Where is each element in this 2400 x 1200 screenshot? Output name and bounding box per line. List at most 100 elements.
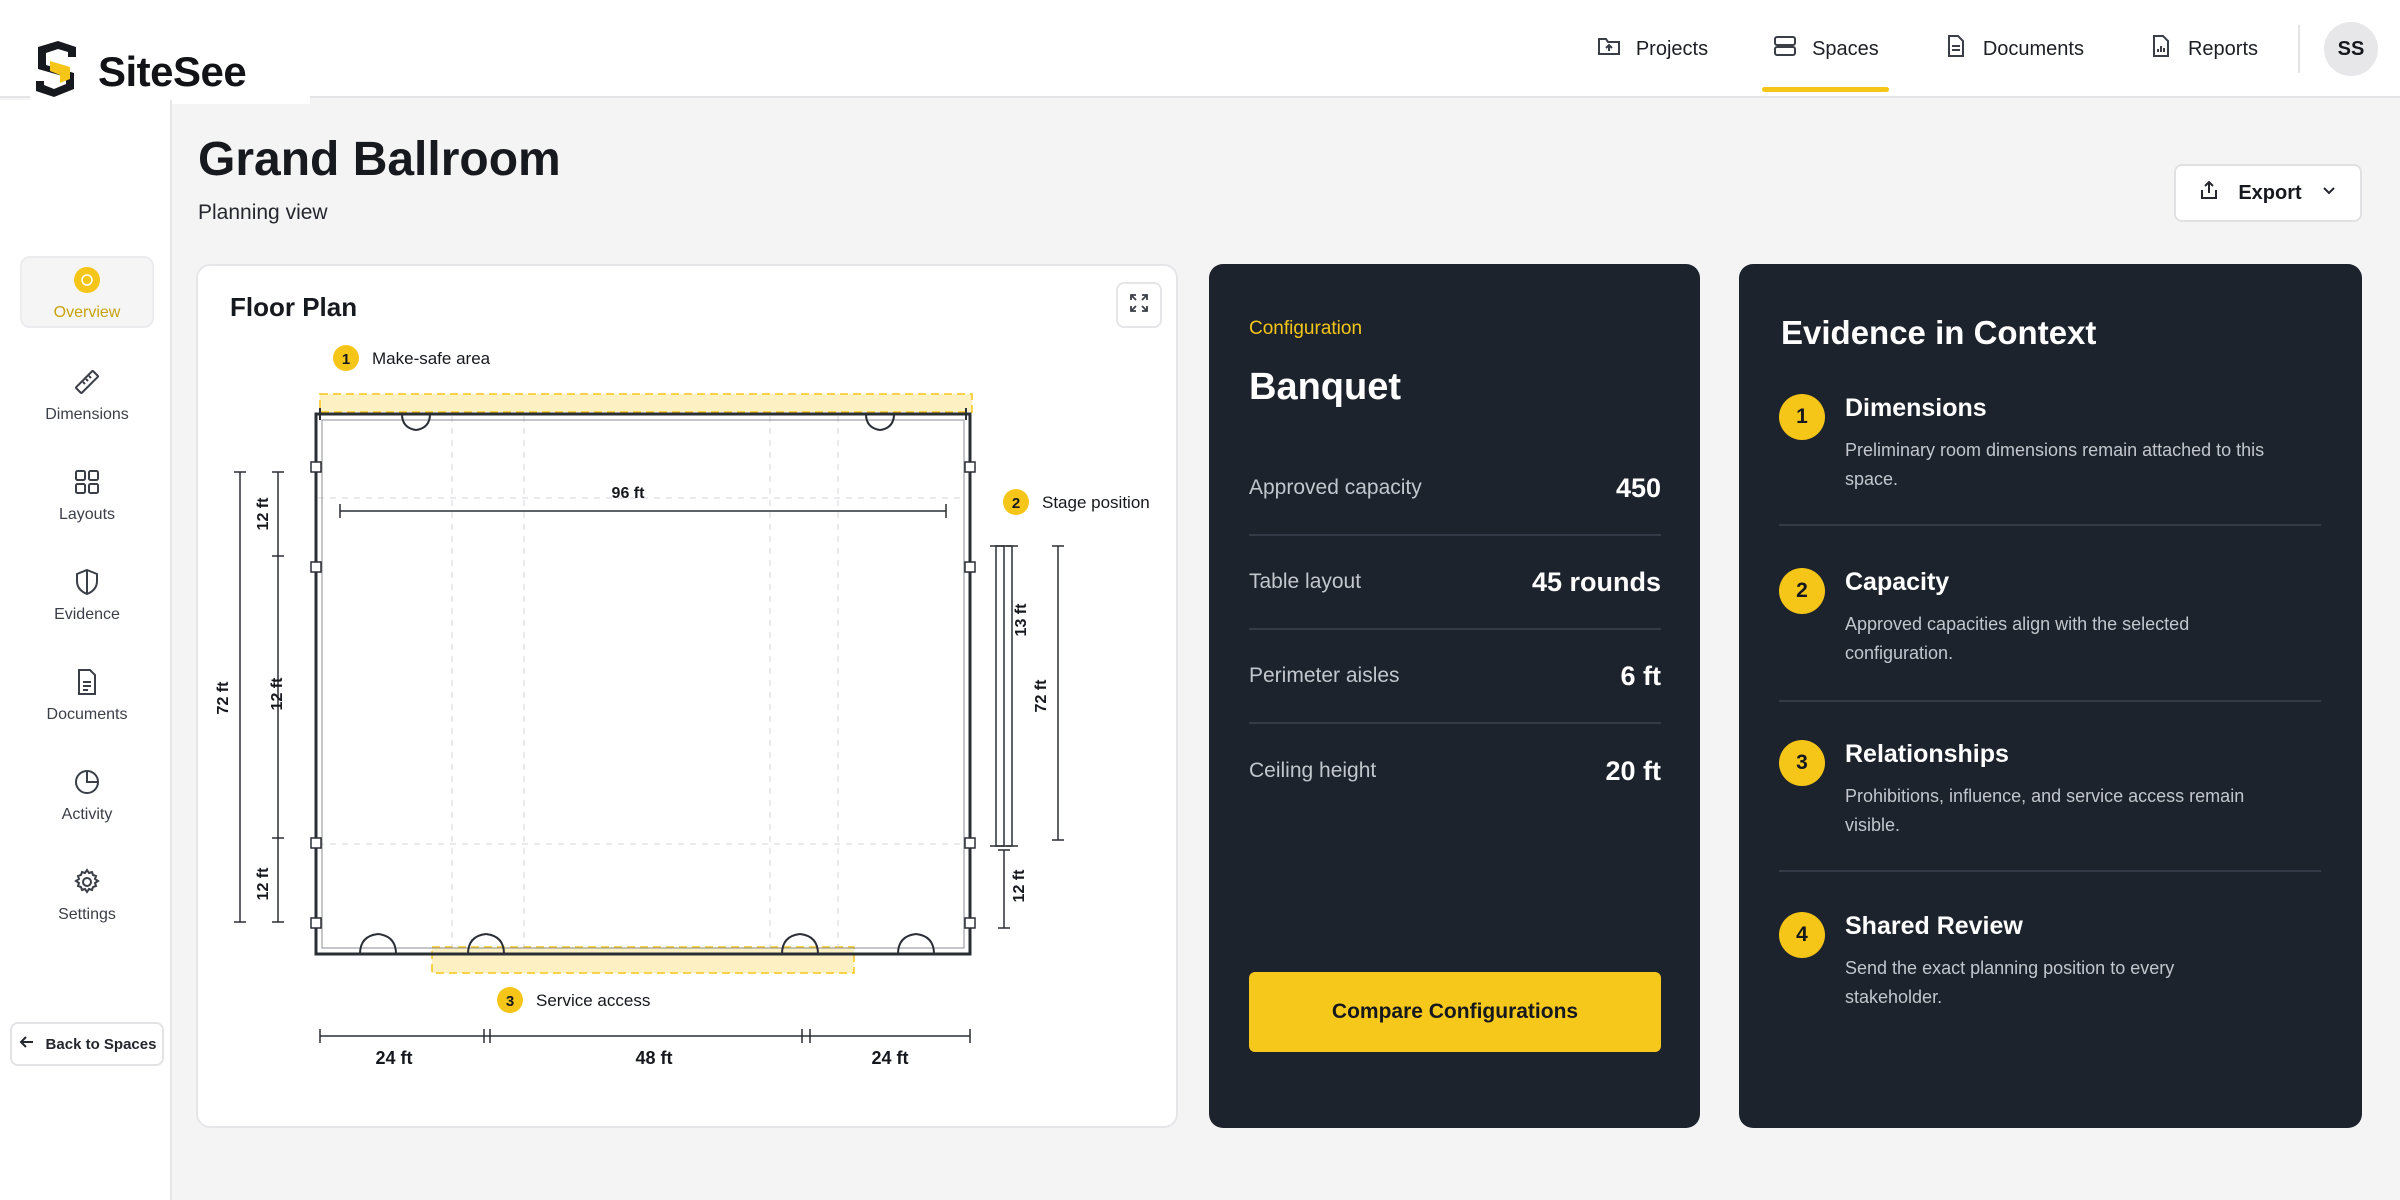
brand-name: SiteSee [98, 48, 247, 95]
dim-height-left: 72 ft [215, 681, 232, 715]
stat-row-ceiling: Ceiling height 20 ft [1249, 724, 1661, 818]
sidebar-item-label: Evidence [54, 606, 120, 623]
marker-service-access[interactable]: 3 Service access [497, 987, 650, 1013]
dim-width-top: 96 ft [612, 485, 646, 502]
evidence-item-relationships[interactable]: 3 Relationships Prohibitions, influence,… [1779, 740, 2321, 872]
logo-mark-icon [30, 39, 82, 106]
marker-label: Stage position [1042, 493, 1150, 512]
sidebar-item-label: Overview [53, 304, 121, 321]
nav-divider [2298, 25, 2300, 73]
configuration-eyebrow: Configuration [1249, 318, 1363, 339]
stat-label: Perimeter aisles [1249, 664, 1400, 687]
chevron-down-icon [2320, 181, 2338, 205]
marker-label: Make-safe area [372, 349, 491, 368]
doors-bottom [359, 933, 935, 955]
folder-icon [1596, 33, 1622, 65]
nav-projects[interactable]: Projects [1572, 0, 1732, 98]
sidebar-item-label: Documents [46, 706, 128, 723]
nav-projects-label: Projects [1635, 37, 1709, 60]
page-title: Grand Ballroom [198, 133, 561, 186]
page-subtitle: Planning view [198, 201, 328, 224]
expand-icon [1127, 291, 1151, 320]
nav-documents[interactable]: Documents [1919, 0, 2108, 98]
back-to-spaces-button[interactable]: Back to Spaces [10, 1022, 164, 1066]
evidence-heading: Shared Review [1845, 912, 2023, 940]
doors-top [319, 408, 967, 431]
stat-row-capacity: Approved capacity 450 [1249, 442, 1661, 536]
configuration-name: Banquet [1249, 366, 1401, 408]
marker-make-safe[interactable]: 1 Make-safe area [333, 345, 491, 371]
shield-icon [71, 566, 103, 598]
compare-configurations-button[interactable]: Compare Configurations [1249, 972, 1661, 1052]
report-icon [2148, 33, 2174, 65]
marker-label: Service access [536, 991, 650, 1010]
stat-label: Table layout [1249, 570, 1362, 593]
stat-label: Approved capacity [1249, 476, 1422, 499]
stat-row-table-layout: Table layout 45 rounds [1249, 536, 1661, 630]
marker-stage-position[interactable]: 2 Stage position [1003, 489, 1150, 515]
dim-left-mid: 12 ft [269, 677, 286, 711]
sidebar-item-dimensions[interactable]: Dimensions [20, 354, 154, 426]
evidence-heading: Dimensions [1845, 394, 1987, 422]
gear-icon [71, 866, 103, 898]
evidence-description: Approved capacities align with the selec… [1845, 614, 2190, 663]
configuration-card: Configuration Banquet Approved capacity … [1209, 264, 1700, 1128]
nav-documents-label: Documents [1982, 37, 2084, 60]
evidence-card: Evidence in Context 1 Dimensions Prelimi… [1739, 264, 2362, 1128]
make-safe-zone [319, 393, 973, 413]
document-icon [71, 666, 103, 698]
stat-row-aisles: Perimeter aisles 6 ft [1249, 630, 1661, 724]
dim-bottom-left: 24 ft [375, 1048, 412, 1068]
evidence-description: Send the exact planning position to ever… [1845, 958, 2175, 1007]
nav-reports-label: Reports [2187, 37, 2258, 60]
evidence-heading: Relationships [1845, 740, 2009, 768]
clock-icon [71, 766, 103, 798]
evidence-description: Prohibitions, influence, and service acc… [1845, 786, 2245, 835]
marker-number: 1 [342, 351, 350, 368]
stat-value: 450 [1615, 472, 1661, 503]
stat-value: 20 ft [1605, 755, 1661, 786]
evidence-item-capacity[interactable]: 2 Capacity Approved capacities align wit… [1779, 568, 2321, 702]
sidebar-item-evidence[interactable]: Evidence [20, 554, 154, 626]
export-button[interactable]: Export [2174, 164, 2362, 222]
sidebar-item-activity[interactable]: Activity [20, 754, 154, 826]
expand-button[interactable] [1116, 282, 1162, 328]
floor-grid [318, 416, 966, 948]
floor-plan-title: Floor Plan [230, 292, 358, 322]
wall-posts [310, 461, 976, 929]
brand-logo[interactable]: SiteSee [30, 40, 310, 104]
evidence-number: 2 [1779, 568, 1825, 614]
spaces-icon [1772, 33, 1798, 65]
marker-number: 2 [1012, 495, 1020, 512]
evidence-heading: Capacity [1845, 568, 1950, 596]
evidence-item-shared-review[interactable]: 4 Shared Review Send the exact planning … [1779, 912, 2321, 1032]
nav-reports[interactable]: Reports [2124, 0, 2282, 98]
evidence-number: 3 [1779, 740, 1825, 786]
dim-right-mid: 72 ft [1033, 679, 1050, 713]
stat-value: 45 rounds [1531, 566, 1661, 597]
dim-bottom-mid: 48 ft [635, 1048, 672, 1068]
marker-number: 3 [506, 993, 514, 1010]
back-label: Back to Spaces [45, 1035, 157, 1053]
floor-plan-card: Floor Plan [196, 264, 1178, 1128]
stage-pillar [990, 545, 1012, 847]
stat-label: Ceiling height [1249, 759, 1377, 782]
service-access-zone [431, 946, 855, 974]
dim-right-bottom: 12 ft [1011, 869, 1028, 903]
nav-spaces[interactable]: Spaces [1748, 0, 1903, 98]
stat-value: 6 ft [1620, 660, 1662, 691]
sidebar-item-label: Settings [58, 906, 116, 923]
ruler-icon [71, 366, 103, 398]
main-nav: Projects Spaces Documents [1572, 0, 2400, 98]
floor-plan-drawing: 96 ft 72 ft 12 ft 12 ft 12 ft 13 ft 72 f… [215, 345, 1150, 1068]
dim-right-top: 13 ft [1013, 603, 1030, 637]
sun-icon [71, 264, 103, 296]
dimension-lines [234, 471, 1064, 1043]
sidebar-item-layouts[interactable]: Layouts [20, 454, 154, 526]
avatar[interactable]: SS [2324, 22, 2378, 76]
sidebar-item-settings[interactable]: Settings [20, 854, 154, 926]
sidebar-item-overview[interactable]: Overview [20, 256, 154, 328]
room-walls [314, 412, 972, 956]
sidebar-item-documents[interactable]: Documents [20, 654, 154, 726]
evidence-item-dimensions[interactable]: 1 Dimensions Preliminary room dimensions… [1779, 394, 2321, 526]
